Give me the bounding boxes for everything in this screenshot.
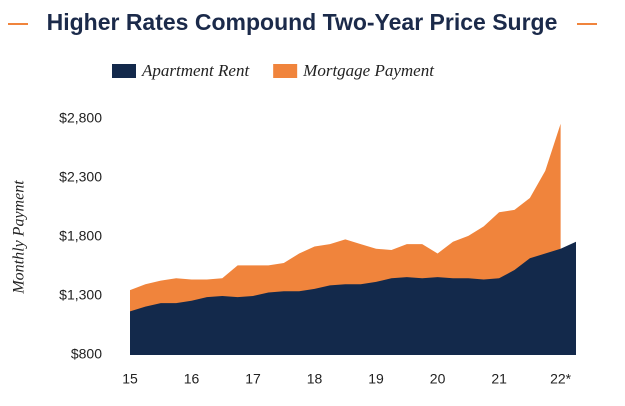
x-tick-label: 19 [368, 371, 384, 387]
chart-title: Higher Rates Compound Two-Year Price Sur… [47, 9, 558, 35]
y-tick-label: $800 [71, 346, 102, 362]
y-axis-label: Monthly Payment [11, 180, 28, 295]
legend-label: Apartment Rent [141, 61, 250, 80]
y-tick-label: $2,800 [59, 110, 102, 126]
x-tick-label: 15 [122, 371, 138, 387]
y-tick-label: $2,300 [59, 169, 102, 185]
x-tick-label: 22* [550, 371, 572, 387]
legend-label: Mortgage Payment [302, 61, 435, 80]
legend-swatch [112, 64, 136, 78]
x-tick-label: 17 [245, 371, 261, 387]
y-tick-label: $1,300 [59, 287, 102, 303]
legend-swatch [273, 64, 298, 78]
x-tick-label: 20 [430, 371, 446, 387]
x-tick-label: 21 [491, 371, 507, 387]
x-tick-label: 18 [307, 371, 323, 387]
y-tick-label: $1,800 [59, 228, 102, 244]
area [130, 241, 576, 355]
x-tick-label: 16 [184, 371, 200, 387]
